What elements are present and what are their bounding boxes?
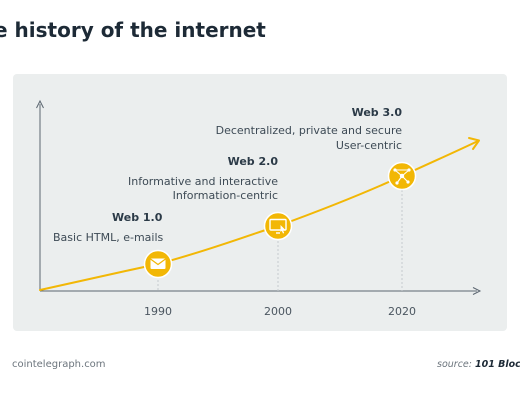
- source-name: 101 Blockc: [475, 359, 520, 370]
- source-credit: source: 101 Blockc: [437, 359, 520, 370]
- page-title: e history of the internet: [0, 18, 266, 42]
- timeline-panel: [13, 74, 507, 331]
- network-nodes-icon: [387, 161, 417, 191]
- x-axis-arrow: [472, 287, 482, 295]
- year-label: 1990: [144, 305, 172, 318]
- stage-description: Basic HTML, e-mails: [53, 231, 164, 244]
- stage-label: Web 3.0: [352, 106, 403, 119]
- stage-web2: Web 2.0 Informative and interactive Info…: [128, 155, 293, 318]
- source-prefix: source:: [437, 359, 472, 370]
- y-axis-arrow: [36, 99, 44, 109]
- growth-curve-arrow: [468, 137, 480, 150]
- stage-web1: Web 1.0 Basic HTML, e-mails 1990: [53, 211, 173, 318]
- site-credit: cointelegraph.com: [12, 359, 106, 370]
- monitor-cursor-icon: [263, 211, 293, 241]
- stage-description: Decentralized, private and secure: [216, 124, 403, 137]
- stage-description: User-centric: [336, 139, 402, 152]
- stage-description: Information-centric: [173, 189, 278, 202]
- envelope-icon: [143, 249, 173, 279]
- stage-label: Web 1.0: [112, 211, 163, 224]
- year-label: 2020: [388, 305, 416, 318]
- stage-web3: Web 3.0 Decentralized, private and secur…: [216, 106, 417, 318]
- stage-description: Informative and interactive: [128, 175, 278, 188]
- year-label: 2000: [264, 305, 292, 318]
- stage-label: Web 2.0: [228, 155, 279, 168]
